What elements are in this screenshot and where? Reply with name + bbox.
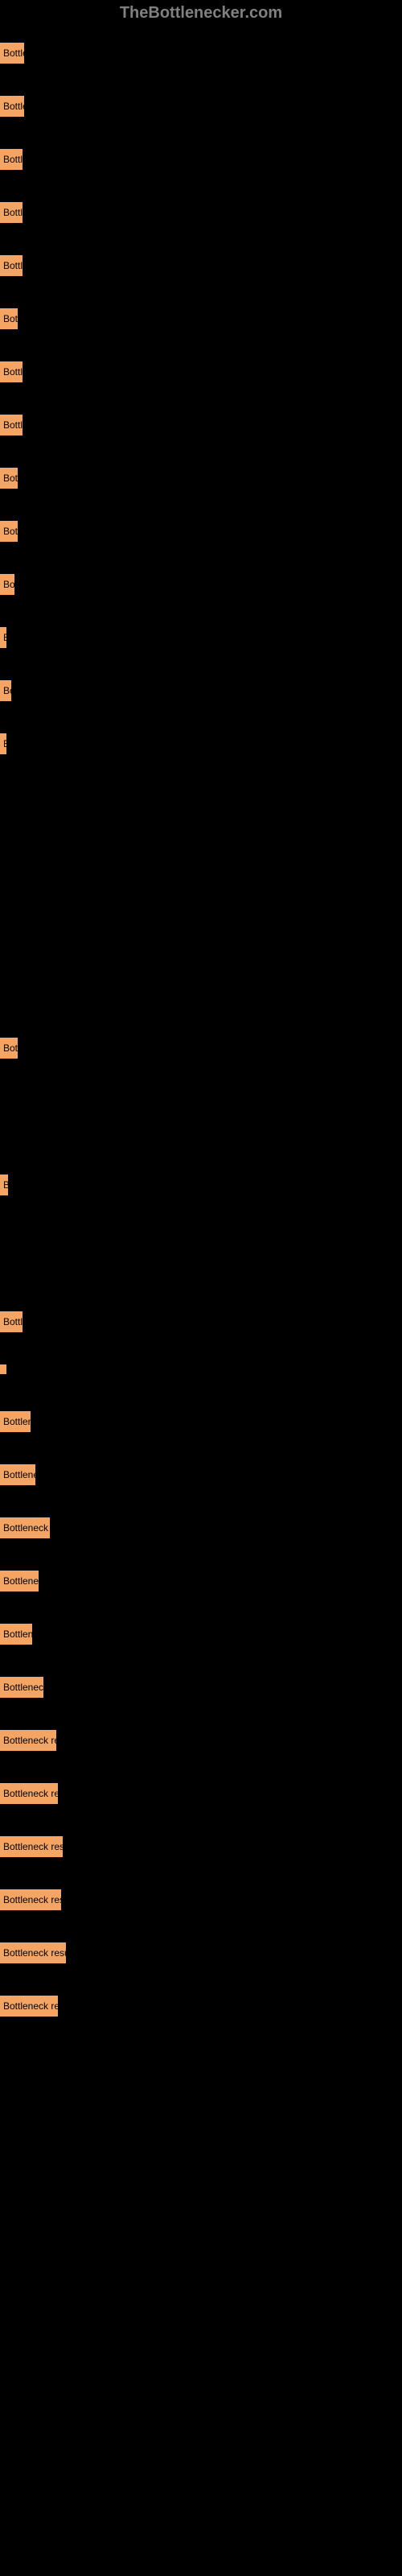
item-row xyxy=(0,812,402,854)
bottleneck-label: Bottleneck xyxy=(0,574,14,595)
bottleneck-label: Bottleneck xyxy=(0,733,6,754)
bottleneck-label: Bottleneck xyxy=(0,1571,39,1591)
item-row xyxy=(0,770,402,812)
item-row: Bottleneck res xyxy=(0,1714,402,1767)
item-row: Bottleneck xyxy=(0,1608,402,1661)
item-row: Bottleneck xyxy=(0,186,402,239)
item-row: Bottleneck xyxy=(0,717,402,770)
item-row: Bottleneck resu xyxy=(0,1873,402,1926)
item-row: Bottleneck xyxy=(0,452,402,505)
item-row xyxy=(0,1212,402,1253)
bottleneck-label: Bottleneck xyxy=(0,1464,35,1485)
item-row: Bottleneck xyxy=(0,345,402,398)
bottleneck-label: Bottleneck xyxy=(0,415,23,436)
bottleneck-label: Bottleneck xyxy=(0,308,18,329)
item-row: Bottleneck xyxy=(0,664,402,717)
item-row: Bottleneck xyxy=(0,505,402,558)
item-row: Bottleneck xyxy=(0,80,402,133)
bottleneck-label: Bottleneck xyxy=(0,202,23,223)
item-row: Bottleneck resu xyxy=(0,1820,402,1873)
bottleneck-label: Bottleneck xyxy=(0,1677,43,1698)
bottleneck-label: Bottleneck resul xyxy=(0,1942,66,1963)
bottleneck-label: Bottleneck xyxy=(0,255,23,276)
item-row xyxy=(0,896,402,938)
bottleneck-label: Bottleneck xyxy=(0,521,18,542)
bottleneck-label: Bottleneck xyxy=(0,1174,8,1195)
item-row: Bottleneck r xyxy=(0,1501,402,1554)
bottleneck-label: Bottleneck xyxy=(0,361,23,382)
item-row xyxy=(0,1348,402,1395)
bottleneck-label: Bottleneck resu xyxy=(0,1889,61,1910)
header-title: TheBottlenecker.com xyxy=(120,4,282,22)
item-row xyxy=(0,1253,402,1295)
item-row: Bottleneck xyxy=(0,1448,402,1501)
bottleneck-label: Bottleneck xyxy=(0,1038,18,1059)
item-row: Bottleneck xyxy=(0,1295,402,1348)
bottleneck-label xyxy=(0,1364,6,1374)
bottleneck-label: Bottleneck r xyxy=(0,1517,50,1538)
item-row xyxy=(0,980,402,1022)
bottleneck-label: Bottleneck res xyxy=(0,1783,58,1804)
bottleneck-label: Bottleneck xyxy=(0,468,18,489)
item-row: Bottleneck xyxy=(0,1022,402,1075)
item-row: Bottleneck res xyxy=(0,1767,402,1820)
bottleneck-label: Bottleneck xyxy=(0,627,6,648)
bottleneck-label: Bottleneck xyxy=(0,96,24,117)
bottleneck-label: Bottleneck xyxy=(0,1624,32,1645)
item-row: Bottleneck xyxy=(0,611,402,664)
bottleneck-label: Bottleneck xyxy=(0,1311,23,1332)
bottleneck-label: Bottleneck xyxy=(0,43,24,64)
item-row: Bottleneck xyxy=(0,1661,402,1714)
bottleneck-label: Bottleneck xyxy=(0,680,11,701)
item-row xyxy=(0,938,402,980)
item-row: Bottleneck res xyxy=(0,1979,402,2033)
item-row: Bottleneck xyxy=(0,27,402,80)
item-row xyxy=(0,1075,402,1117)
item-row: Bottleneck xyxy=(0,398,402,452)
item-row: Bottleneck resul xyxy=(0,1926,402,1979)
items-container: Bottleneck Bottleneck Bottleneck Bottleneck… xyxy=(0,27,402,2033)
bottleneck-label: Bottleneck xyxy=(0,149,23,170)
item-row: Bottleneck xyxy=(0,239,402,292)
item-row: Bottleneck xyxy=(0,1158,402,1212)
item-row: Bottleneck xyxy=(0,1554,402,1608)
bottleneck-label: Bottleneck res xyxy=(0,1730,56,1751)
bottleneck-label: Bottleneck xyxy=(0,1411,31,1432)
item-row: Bottleneck xyxy=(0,133,402,186)
item-row: Bottleneck xyxy=(0,1395,402,1448)
item-row: Bottleneck xyxy=(0,558,402,611)
bottleneck-label: Bottleneck res xyxy=(0,1996,58,2017)
item-row: Bottleneck xyxy=(0,292,402,345)
item-row xyxy=(0,854,402,896)
item-row xyxy=(0,1117,402,1158)
header: TheBottlenecker.com xyxy=(0,0,402,27)
bottleneck-label: Bottleneck resu xyxy=(0,1836,63,1857)
